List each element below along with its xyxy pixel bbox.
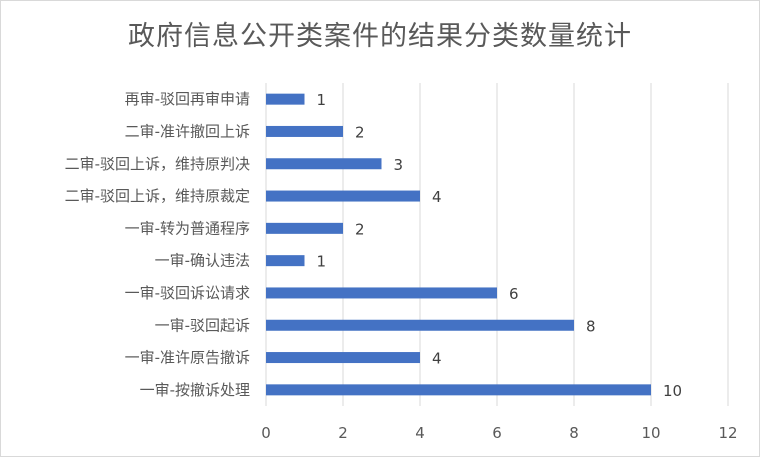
category-label: 二审-准许撤回上诉 xyxy=(125,122,250,140)
x-tick-label: 0 xyxy=(261,424,271,442)
data-label: 2 xyxy=(355,123,365,141)
x-tick-label: 10 xyxy=(641,424,660,442)
data-label: 10 xyxy=(663,382,682,400)
data-label: 2 xyxy=(355,220,365,238)
category-label: 一审-准许原告撤诉 xyxy=(125,349,250,367)
bar xyxy=(266,190,420,202)
category-label: 二审-驳回上诉，维持原裁定 xyxy=(65,187,250,205)
category-label: 再审-驳回再审申请 xyxy=(125,90,250,108)
bar xyxy=(266,93,305,105)
category-label: 二审-驳回上诉，维持原判决 xyxy=(65,155,250,173)
category-label: 一审-驳回起诉 xyxy=(155,316,250,334)
bar xyxy=(266,125,343,137)
category-label: 一审-按撤诉处理 xyxy=(140,381,250,399)
data-label: 1 xyxy=(317,91,327,109)
chart-title: 政府信息公开类案件的结果分类数量统计 xyxy=(128,21,632,52)
bar xyxy=(266,222,343,234)
bar xyxy=(266,287,497,299)
data-label: 8 xyxy=(586,317,596,335)
data-label: 4 xyxy=(432,350,442,368)
data-label: 6 xyxy=(509,285,519,303)
x-tick-label: 6 xyxy=(492,424,502,442)
bar xyxy=(266,352,420,364)
x-tick-label: 12 xyxy=(718,424,737,442)
bars xyxy=(266,93,651,396)
category-label: 一审-转为普通程序 xyxy=(125,219,250,237)
bar xyxy=(266,255,305,267)
bar xyxy=(266,319,574,331)
x-tick-label: 4 xyxy=(415,424,425,442)
data-label: 3 xyxy=(394,156,404,174)
data-label: 4 xyxy=(432,188,442,206)
x-tick-label: 8 xyxy=(569,424,579,442)
x-tick-label: 2 xyxy=(338,424,348,442)
bar xyxy=(266,384,651,396)
data-label: 1 xyxy=(317,253,327,271)
bar xyxy=(266,158,382,170)
category-label: 一审-驳回诉讼请求 xyxy=(125,284,250,302)
category-label: 一审-确认违法 xyxy=(155,252,250,270)
